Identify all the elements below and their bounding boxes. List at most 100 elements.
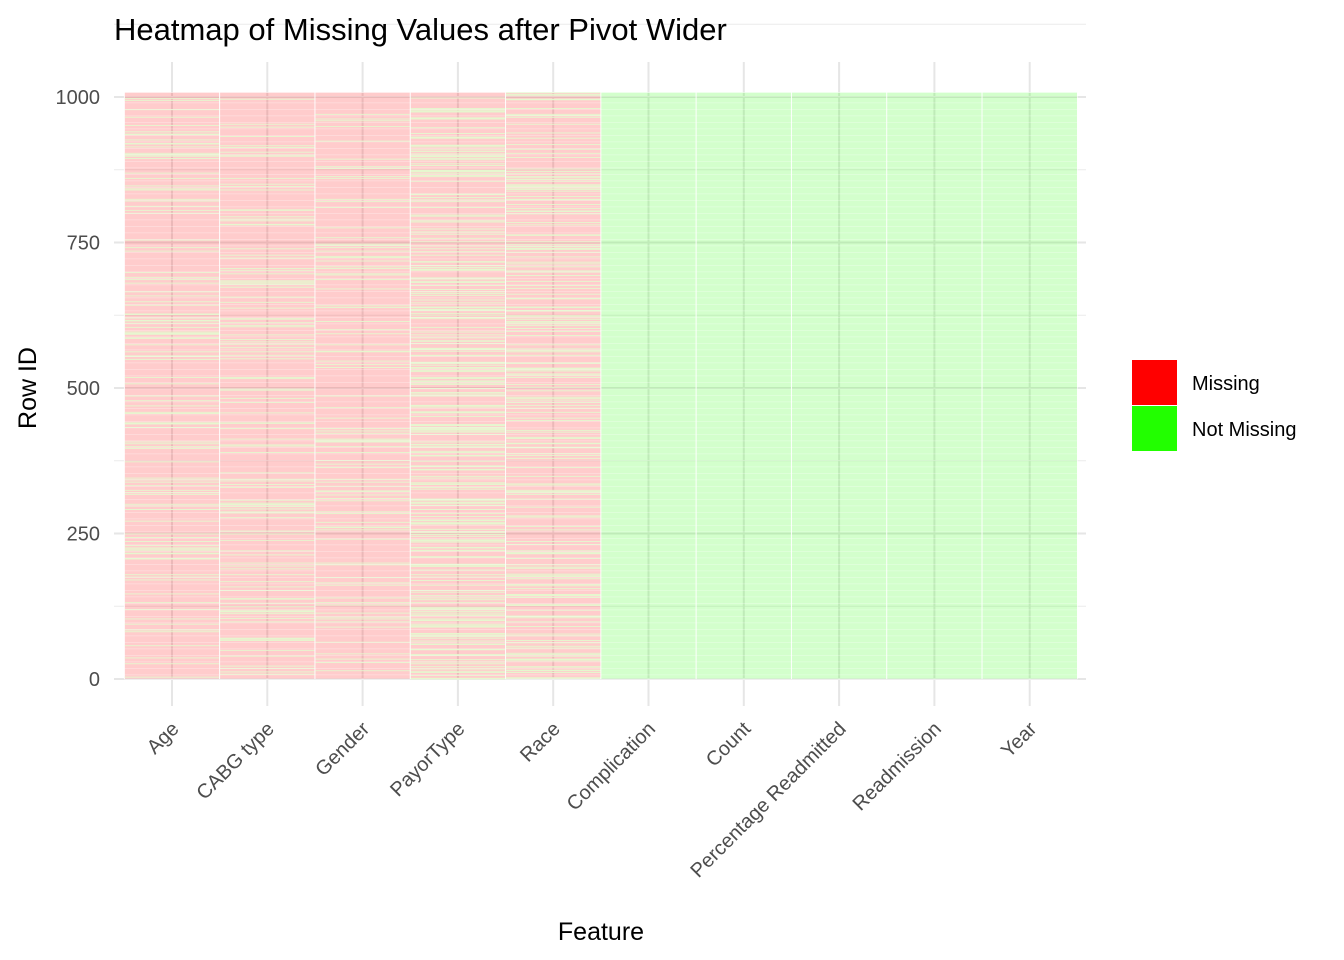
heatmap-cell-not-missing xyxy=(124,172,220,174)
heatmap-cell-not-missing xyxy=(505,321,601,323)
heatmap-cell-not-missing xyxy=(219,326,315,328)
heatmap-cell-not-missing xyxy=(124,579,220,581)
heatmap-cell-not-missing xyxy=(410,291,506,293)
heatmap-cell-not-missing xyxy=(410,136,506,138)
heatmap-cell-not-missing xyxy=(505,180,601,182)
heatmap-cell-not-missing xyxy=(410,110,506,112)
heatmap-cell-not-missing xyxy=(505,170,601,172)
heatmap-cell-not-missing xyxy=(314,621,411,623)
heatmap-cell-not-missing xyxy=(505,407,601,409)
heatmap-cell-not-missing xyxy=(505,564,601,566)
heatmap-cell-not-missing xyxy=(124,99,220,101)
heatmap-cell-not-missing xyxy=(505,429,601,431)
heatmap-cell-not-missing xyxy=(314,266,411,268)
heatmap-cell-not-missing xyxy=(505,370,601,372)
heatmap-cell-not-missing xyxy=(505,584,601,586)
heatmap-cell-not-missing xyxy=(505,411,601,413)
heatmap-cell-not-missing xyxy=(219,598,315,600)
heatmap-cell-not-missing xyxy=(410,546,506,548)
heatmap-cell-not-missing xyxy=(219,220,315,222)
heatmap-cell-not-missing xyxy=(219,533,315,535)
heatmap-cell-not-missing xyxy=(505,108,601,109)
heatmap-cell-not-missing xyxy=(410,433,506,435)
heatmap-cell-not-missing xyxy=(219,586,315,588)
heatmap-cell-not-missing xyxy=(219,98,315,100)
heatmap-cell-not-missing xyxy=(314,658,411,660)
heatmap-cell-not-missing xyxy=(219,581,315,583)
heatmap-cell-not-missing xyxy=(410,655,506,657)
heatmap-cell-not-missing xyxy=(410,348,506,350)
heatmap-cell-not-missing xyxy=(410,446,506,448)
heatmap-cell-not-missing xyxy=(410,265,506,267)
heatmap-cell-not-missing xyxy=(505,116,601,118)
heatmap-cell-not-missing xyxy=(219,665,315,667)
heatmap-cell-not-missing xyxy=(314,417,411,419)
heatmap-cell-not-missing xyxy=(410,614,506,616)
heatmap-cell-not-missing xyxy=(505,626,601,627)
heatmap-cell-not-missing xyxy=(124,272,220,274)
heatmap-cell-not-missing xyxy=(505,241,601,243)
y-tick-label: 250 xyxy=(67,524,100,546)
heatmap-cell-not-missing xyxy=(219,610,315,612)
heatmap-cell-not-missing xyxy=(410,424,506,426)
heatmap-cell-not-missing xyxy=(314,446,411,448)
heatmap-cell-not-missing xyxy=(505,454,601,456)
heatmap-cell-not-missing xyxy=(314,244,411,246)
heatmap-cell-not-missing xyxy=(314,227,411,229)
heatmap-cell-not-missing xyxy=(410,117,506,119)
heatmap-cell-not-missing xyxy=(219,671,315,673)
heatmap-cell-not-missing xyxy=(219,273,315,275)
heatmap-cell-not-missing xyxy=(124,116,220,118)
heatmap-cell-not-missing xyxy=(124,185,220,187)
heatmap-cell-not-missing xyxy=(314,432,411,434)
heatmap-cell-not-missing xyxy=(410,406,506,408)
heatmap-cell-not-missing xyxy=(410,349,506,350)
heatmap-cell-not-missing xyxy=(410,547,506,549)
heatmap-cell-not-missing xyxy=(410,117,506,119)
heatmap-cell-not-missing xyxy=(410,144,506,146)
heatmap-cell-not-missing xyxy=(219,638,315,640)
heatmap-cell-not-missing xyxy=(410,635,506,637)
heatmap-cell-not-missing xyxy=(410,197,506,199)
heatmap-cell-not-missing xyxy=(124,485,220,487)
heatmap-cell-not-missing xyxy=(314,641,411,643)
heatmap-cell-not-missing xyxy=(219,502,315,504)
heatmap-cell-not-missing xyxy=(410,361,506,363)
heatmap-cell-not-missing xyxy=(410,405,506,407)
heatmap-cell-not-missing xyxy=(124,395,220,397)
heatmap-cell-not-missing xyxy=(410,609,506,611)
heatmap-cell-not-missing xyxy=(410,109,506,111)
heatmap-cell-not-missing xyxy=(410,269,506,271)
heatmap-cell-not-missing xyxy=(505,173,601,175)
heatmap-cell-not-missing xyxy=(410,268,506,270)
heatmap-cell-not-missing xyxy=(219,445,315,447)
heatmap-cell-not-missing xyxy=(219,568,315,570)
heatmap-cell-not-missing xyxy=(124,313,220,315)
heatmap-cell-not-missing xyxy=(219,511,315,513)
heatmap-cell-not-missing xyxy=(410,504,506,506)
x-tick-label: Race xyxy=(516,718,565,767)
heatmap-cell-not-missing xyxy=(124,618,220,620)
heatmap-cell-not-missing xyxy=(219,589,315,591)
heatmap-cell-not-missing xyxy=(124,629,220,631)
heatmap-cell-not-missing xyxy=(410,381,506,382)
heatmap-cell-not-missing xyxy=(410,441,506,443)
heatmap-cell-not-missing xyxy=(124,320,220,322)
heatmap-cell-not-missing xyxy=(219,341,315,343)
heatmap-cell-not-missing xyxy=(124,155,220,157)
heatmap-cell-not-missing xyxy=(505,199,601,201)
heatmap-cell-not-missing xyxy=(505,383,601,385)
heatmap-cell-not-missing xyxy=(505,210,601,212)
heatmap-cell-not-missing xyxy=(124,355,220,357)
heatmap-cell-not-missing xyxy=(410,221,506,223)
heatmap-cell-not-missing xyxy=(410,383,506,385)
heatmap-cell-not-missing xyxy=(505,368,601,370)
heatmap-cell-not-missing xyxy=(314,577,411,579)
heatmap-cell-not-missing xyxy=(314,140,411,142)
heatmap-cell-not-missing xyxy=(124,134,220,136)
heatmap-cell-not-missing xyxy=(219,486,315,488)
heatmap-cell-not-missing xyxy=(410,151,506,153)
heatmap-cell-not-missing xyxy=(410,395,506,397)
y-tick-label: 1000 xyxy=(56,87,101,109)
heatmap-cell-not-missing xyxy=(410,412,506,414)
